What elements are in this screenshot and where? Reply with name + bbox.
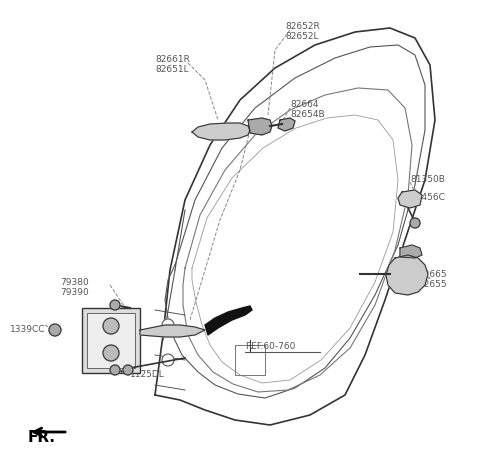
Circle shape [410, 218, 420, 228]
Text: REF.60-760: REF.60-760 [245, 342, 295, 351]
Polygon shape [140, 325, 205, 337]
Text: 82661R
82651L: 82661R 82651L [155, 55, 190, 74]
Circle shape [103, 318, 119, 334]
Text: 82664
82654B: 82664 82654B [290, 100, 324, 120]
Polygon shape [192, 123, 250, 140]
Text: 1339CC: 1339CC [10, 325, 46, 334]
Circle shape [162, 354, 174, 366]
Circle shape [123, 365, 133, 375]
Polygon shape [400, 245, 422, 258]
Text: 1125DL: 1125DL [130, 370, 165, 379]
Circle shape [110, 300, 120, 310]
Polygon shape [248, 118, 272, 135]
Circle shape [103, 345, 119, 361]
Polygon shape [386, 255, 428, 295]
Polygon shape [205, 306, 252, 335]
Bar [87, 313, 135, 368]
Text: 81456C: 81456C [410, 193, 445, 202]
Bar [82, 308, 140, 373]
Circle shape [162, 319, 174, 331]
Polygon shape [398, 190, 422, 208]
Text: 81350B: 81350B [410, 175, 445, 184]
Text: FR.: FR. [28, 430, 56, 445]
Circle shape [49, 324, 61, 336]
Text: 82665
82655: 82665 82655 [418, 270, 446, 289]
Polygon shape [278, 118, 295, 131]
Text: 79380
79390: 79380 79390 [60, 278, 89, 298]
Circle shape [110, 365, 120, 375]
Text: 82652R
82652L: 82652R 82652L [285, 22, 320, 41]
